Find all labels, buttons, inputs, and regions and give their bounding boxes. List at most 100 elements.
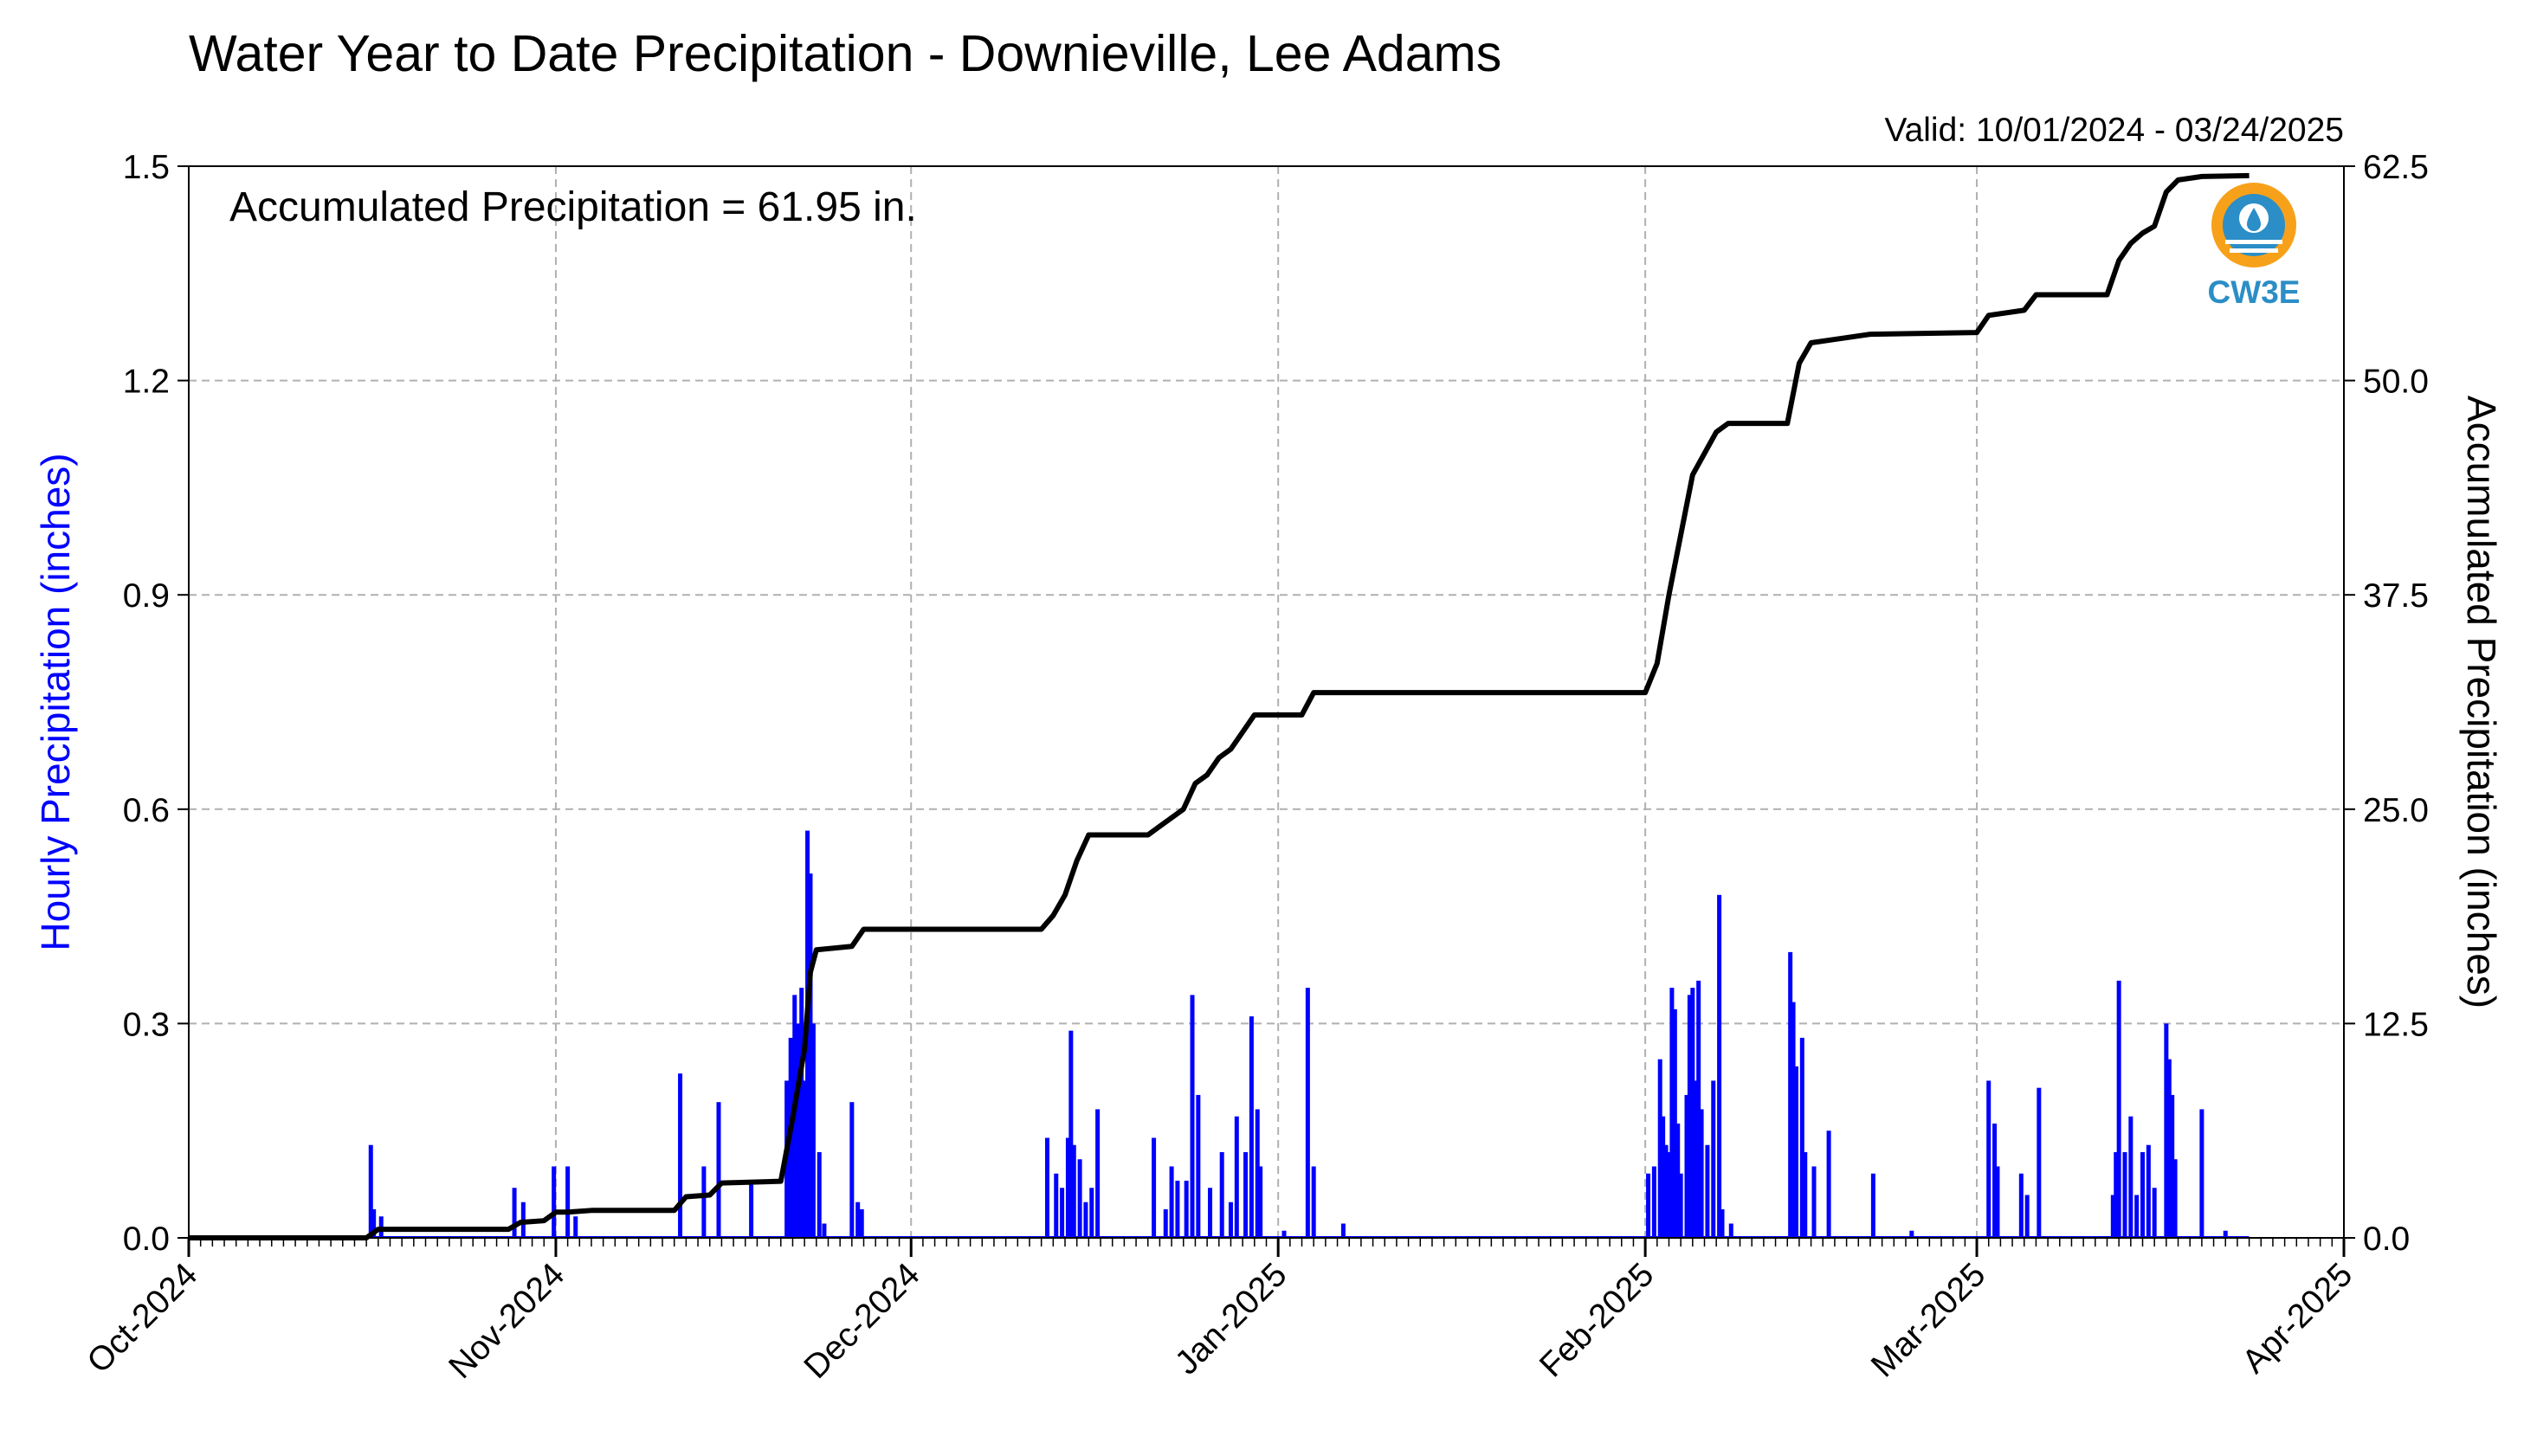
hourly-precip-bar xyxy=(1870,1173,1875,1238)
hourly-precip-bar xyxy=(1672,1008,1677,1238)
hourly-precip-bar xyxy=(1803,1151,1808,1238)
hourly-precip-bar xyxy=(799,988,804,1238)
hourly-precip-bar xyxy=(822,1223,827,1238)
hourly-precip-bar xyxy=(1311,1166,1316,1238)
hourly-precip-bar xyxy=(1690,988,1695,1238)
hourly-precip-bar xyxy=(2166,1059,2172,1238)
water-drop-icon xyxy=(2247,208,2261,231)
y-left-tick-label: 1.2 xyxy=(123,364,170,401)
hourly-precip-bar xyxy=(1669,988,1675,1238)
hourly-precip-bar xyxy=(1305,988,1310,1238)
hourly-precip-bar xyxy=(565,1166,571,1238)
hourly-precip-bar xyxy=(368,1144,373,1238)
hourly-precip-bar xyxy=(1190,995,1195,1238)
hourly-precip-bar xyxy=(1909,1230,1914,1238)
hourly-precip-bar xyxy=(2152,1188,2157,1238)
hourly-precip-bar xyxy=(1657,1059,1662,1238)
hourly-precip-bar xyxy=(1065,1137,1070,1238)
hourly-precip-bar xyxy=(371,1208,377,1238)
hourly-precip-bar xyxy=(802,1080,807,1238)
hourly-precip-bar xyxy=(1184,1180,1189,1238)
accumulated-total-annotation: Accumulated Precipitation = 61.95 in. xyxy=(229,184,917,230)
hourly-precip-bar xyxy=(552,1166,557,1238)
hourly-precip-bar xyxy=(573,1216,578,1238)
hourly-precip-bar xyxy=(1711,1080,1716,1238)
hourly-precip-bar xyxy=(2116,980,2121,1238)
hourly-precip-bar xyxy=(1071,1144,1076,1238)
hourly-precip-bar xyxy=(1175,1180,1180,1238)
hourly-precip-bar xyxy=(2140,1151,2146,1238)
hourly-precip-bar xyxy=(1651,1166,1656,1238)
hourly-precip-bar xyxy=(1696,980,1701,1238)
hourly-precip-bar xyxy=(1717,894,1722,1238)
hourly-precip-bar xyxy=(1799,1037,1804,1238)
y-right-tick-label: 37.5 xyxy=(2363,577,2429,615)
hourly-precip-bar xyxy=(1068,1030,1074,1238)
y-right-tick-label: 12.5 xyxy=(2363,1006,2429,1043)
hourly-precip-bar xyxy=(1054,1173,1059,1238)
hourly-precip-bar xyxy=(2024,1195,2030,1238)
hourly-precip-bar xyxy=(1083,1202,1088,1238)
hourly-precip-bar xyxy=(1728,1223,1733,1238)
hourly-precip-bar xyxy=(1281,1230,1287,1238)
accumulated-precipitation-line xyxy=(189,172,2250,1240)
hourly-precip-bar xyxy=(2114,1151,2119,1238)
y-left-tick-label: 0.6 xyxy=(123,792,170,829)
y-right-tick-label: 0.0 xyxy=(2363,1221,2410,1258)
hourly-precip-bar xyxy=(2037,1087,2042,1238)
hourly-precip-bar xyxy=(1678,1173,1683,1238)
hourly-precip-bar xyxy=(1661,1116,1666,1238)
hourly-precip-bar xyxy=(1663,1144,1669,1238)
hourly-precip-bar xyxy=(855,1202,861,1238)
hourly-precip-bar xyxy=(859,1208,864,1238)
hourly-precip-bar xyxy=(1705,1144,1710,1238)
gridlines xyxy=(189,166,2344,1238)
hourly-precip-bar xyxy=(817,1151,822,1238)
hourly-precip-bar xyxy=(2172,1159,2178,1238)
hourly-precip-bar xyxy=(1152,1137,1157,1238)
y-axis-left-label: Hourly Precipitation (inches) xyxy=(33,453,78,950)
cw3e-logo-wave-2 xyxy=(2230,248,2278,253)
hourly-precip-bar xyxy=(1163,1208,1168,1238)
hourly-precip-bar xyxy=(749,1180,754,1238)
hourly-precip-bar xyxy=(2018,1173,2024,1238)
hourly-precip-bar xyxy=(2110,1195,2115,1238)
hourly-precip-bar xyxy=(1687,995,1692,1238)
hourly-precip-bar xyxy=(2170,1094,2175,1238)
hourly-precip-bar xyxy=(1720,1208,1725,1238)
hourly-precip-bar xyxy=(1826,1131,1831,1238)
accumulated-precipitation-line-group xyxy=(189,172,2250,1240)
hourly-precip-bar xyxy=(1986,1080,1991,1238)
hourly-precip-bar xyxy=(2164,1023,2169,1238)
hourly-precip-bar xyxy=(810,1023,816,1238)
y-right-tick-label: 62.5 xyxy=(2363,149,2429,186)
hourly-precip-bar xyxy=(1992,1123,1998,1238)
hourly-precip-bar xyxy=(1646,1173,1651,1238)
hourly-precip-bar xyxy=(512,1188,517,1238)
valid-date-range: Valid: 10/01/2024 - 03/24/2025 xyxy=(1884,112,2344,149)
y-right-tick-label: 50.0 xyxy=(2363,364,2429,401)
cw3e-logo: CW3E xyxy=(2208,183,2300,310)
hourly-precip-bar xyxy=(1793,1066,1798,1238)
hourly-precip-bar xyxy=(1234,1116,1239,1238)
hourly-precip-bar xyxy=(1243,1151,1249,1238)
hourly-precip-bar xyxy=(1699,1109,1704,1238)
hourly-precip-bar xyxy=(1249,1016,1254,1238)
hourly-precip-bar xyxy=(1788,951,1793,1238)
hourly-precip-bar xyxy=(808,873,813,1238)
hourly-precip-bar xyxy=(2122,1151,2127,1238)
hourly-precip-bar xyxy=(1255,1109,1260,1238)
hourly-precip-bar xyxy=(2223,1230,2228,1238)
y-left-tick-label: 1.5 xyxy=(123,149,170,186)
hourly-precip-bar xyxy=(716,1102,721,1238)
y-left-tick-label: 0.3 xyxy=(123,1006,170,1043)
hourly-precip-bar xyxy=(1228,1202,1233,1238)
y-left-tick-label: 0.9 xyxy=(123,577,170,615)
hourly-precip-bar xyxy=(1169,1166,1174,1238)
hourly-precip-bar xyxy=(1196,1094,1201,1238)
y-left-tick-label: 0.0 xyxy=(123,1221,170,1258)
hourly-precip-bar xyxy=(1044,1137,1049,1238)
hourly-precip-bar xyxy=(2146,1144,2151,1238)
